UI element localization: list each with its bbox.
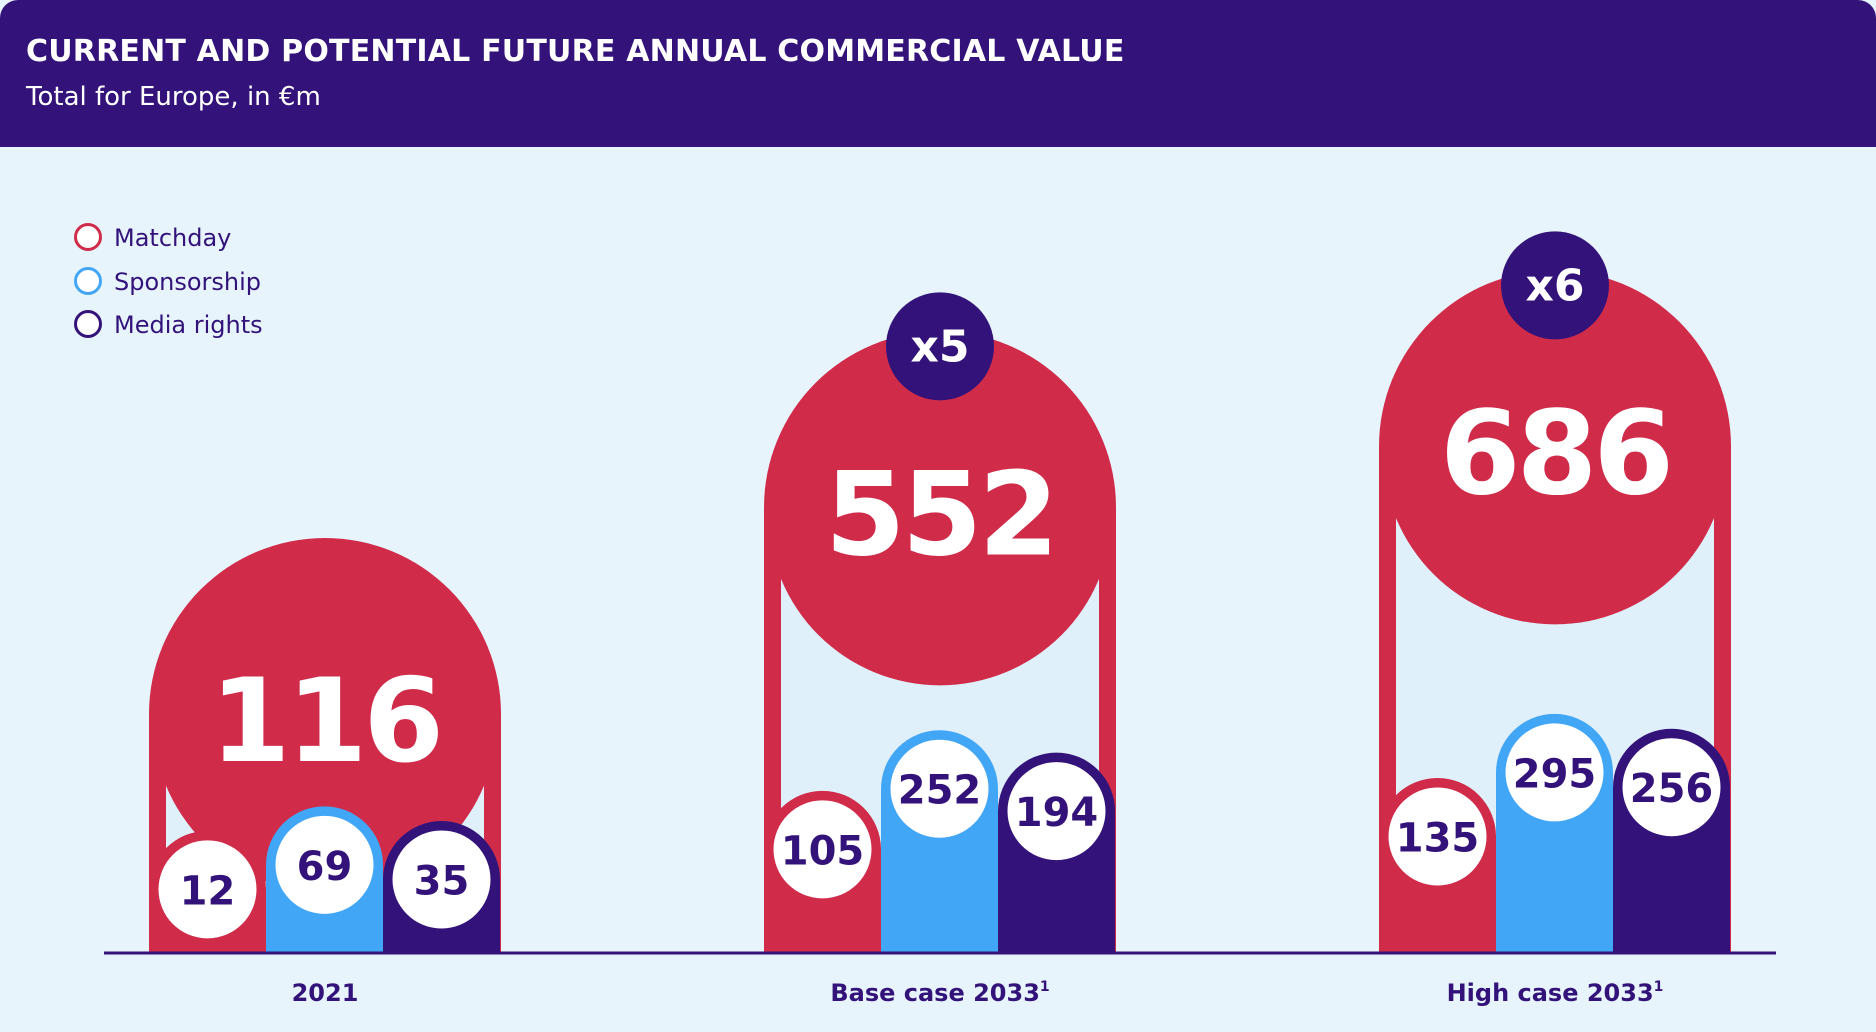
- value-label-matchday-2021: 12: [180, 868, 236, 914]
- chart-subtitle: Total for Europe, in €m: [26, 82, 321, 112]
- category-label-high-case-2033: High case 20331: [1447, 979, 1664, 1007]
- total-circle-high-case-2033: [1383, 280, 1727, 625]
- value-badge-media-rights-2021: [392, 830, 491, 929]
- total-label-base-case-2033: 552: [825, 447, 1055, 582]
- total-circle-2021: [153, 548, 497, 892]
- total-label-high-case-2033: 686: [1440, 386, 1670, 521]
- total-circle-base-case-2033: [768, 341, 1112, 686]
- value-label-sponsorship-2021: 69: [297, 844, 353, 890]
- total-label-2021: 116: [210, 654, 440, 789]
- value-badge-matchday-2021: [158, 840, 257, 939]
- legend-swatch-media-rights: [74, 310, 102, 338]
- value-label-sponsorship-high-case-2033: 295: [1513, 751, 1597, 797]
- chart-header: CURRENT AND POTENTIAL FUTURE ANNUAL COMM…: [0, 0, 1876, 147]
- value-badge-matchday-high-case-2033: [1388, 787, 1487, 886]
- legend-swatch-sponsorship: [74, 267, 102, 295]
- value-label-media-rights-2021: 35: [414, 858, 470, 904]
- category-label-2021: 2021: [292, 979, 359, 1007]
- value-label-media-rights-base-case-2033: 194: [1015, 790, 1099, 836]
- legend-swatch-matchday: [74, 223, 102, 251]
- value-label-media-rights-high-case-2033: 256: [1630, 766, 1714, 812]
- value-badge-sponsorship-base-case-2033: [890, 739, 989, 838]
- multiplier-badge-base-case-2033: [886, 292, 994, 401]
- multiplier-label-high-case-2033: x6: [1526, 260, 1585, 311]
- value-badge-media-rights-base-case-2033: [1007, 762, 1106, 861]
- value-badge-matchday-base-case-2033: [773, 800, 872, 899]
- chart-title: CURRENT AND POTENTIAL FUTURE ANNUAL COMM…: [26, 34, 1125, 69]
- value-label-sponsorship-base-case-2033: 252: [898, 768, 982, 814]
- value-badge-media-rights-high-case-2033: [1622, 738, 1721, 837]
- value-badge-sponsorship-2021: [275, 815, 374, 914]
- value-label-matchday-high-case-2033: 135: [1396, 815, 1480, 861]
- legend-label-matchday: Matchday: [114, 224, 232, 252]
- value-badge-sponsorship-high-case-2033: [1505, 723, 1604, 822]
- multiplier-badge-high-case-2033: [1501, 231, 1609, 340]
- value-label-matchday-base-case-2033: 105: [781, 828, 865, 874]
- legend-label-media-rights: Media rights: [114, 311, 263, 339]
- legend-label-sponsorship: Sponsorship: [114, 268, 262, 296]
- multiplier-label-base-case-2033: x5: [911, 321, 970, 372]
- category-label-base-case-2033: Base case 20331: [830, 979, 1049, 1007]
